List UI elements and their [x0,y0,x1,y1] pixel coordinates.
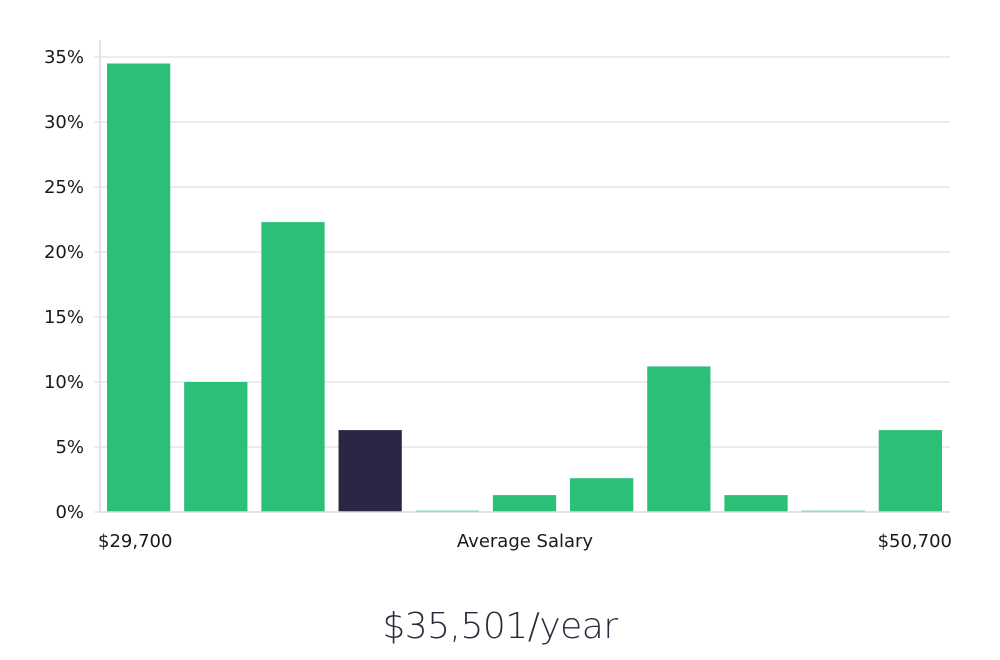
bar [184,382,248,512]
x-axis-title: Average Salary [457,531,594,552]
y-tick-label: 15% [44,307,84,328]
y-tick-label: 35% [44,47,84,68]
bar [724,495,788,512]
bar [647,366,711,512]
y-tick-label: 5% [55,437,84,458]
bar [261,222,325,512]
average-salary-value: $35,501/year [382,606,618,647]
y-tick-label: 25% [44,177,84,198]
histogram-svg: 0% 5% 10% 15% 20% 25% 30% 35% $29,700 Average Sal… [44,40,952,552]
y-tick-label: 0% [55,502,84,523]
bar [570,478,634,512]
bar [878,430,942,512]
y-tick-label: 10% [44,372,84,393]
x-max-label: $50,700 [878,531,952,552]
y-tick-label: 20% [44,242,84,263]
bar-highlight [338,430,402,512]
bar [107,63,171,512]
bar [492,495,557,512]
y-tick-label: 30% [44,112,84,133]
salary-histogram: 0% 5% 10% 15% 20% 25% 30% 35% $29,700 Average Sal… [44,40,952,552]
x-min-label: $29,700 [98,531,172,552]
